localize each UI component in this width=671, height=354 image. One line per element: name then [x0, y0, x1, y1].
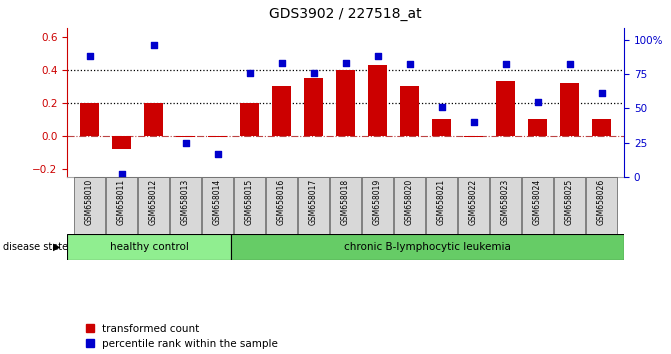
Bar — [208, 136, 227, 137]
Bar — [336, 70, 355, 136]
Text: GSM658025: GSM658025 — [565, 179, 574, 225]
Bar — [395, 177, 425, 234]
Point — [597, 91, 607, 96]
Text: chronic B-lymphocytic leukemia: chronic B-lymphocytic leukemia — [344, 242, 511, 252]
Bar — [528, 119, 548, 136]
Bar — [304, 78, 323, 136]
Text: healthy control: healthy control — [109, 242, 189, 252]
Bar — [112, 136, 131, 149]
Bar — [368, 65, 387, 136]
Bar — [491, 177, 521, 234]
Bar — [74, 177, 105, 234]
Point — [276, 60, 287, 66]
Point — [244, 70, 255, 75]
Text: GSM658019: GSM658019 — [373, 179, 382, 225]
Bar — [592, 119, 611, 136]
Point — [116, 171, 127, 177]
Text: GSM658012: GSM658012 — [149, 179, 158, 225]
Bar — [176, 136, 195, 137]
Bar — [234, 177, 265, 234]
Bar — [522, 177, 553, 234]
Bar — [298, 177, 329, 234]
Bar — [106, 177, 137, 234]
Text: GSM658013: GSM658013 — [181, 179, 190, 225]
Point — [180, 140, 191, 145]
Text: GSM658014: GSM658014 — [213, 179, 222, 225]
Text: GSM658023: GSM658023 — [501, 179, 510, 225]
Bar — [426, 177, 457, 234]
Bar — [586, 177, 617, 234]
Point — [84, 53, 95, 59]
Text: ▶: ▶ — [53, 242, 61, 252]
Bar — [458, 177, 489, 234]
Text: GSM658016: GSM658016 — [277, 179, 286, 225]
Bar — [138, 177, 169, 234]
Bar — [67, 234, 231, 260]
Bar — [202, 177, 233, 234]
Point — [148, 42, 159, 48]
Bar — [496, 81, 515, 136]
Text: GSM658021: GSM658021 — [437, 179, 446, 225]
Text: GSM658024: GSM658024 — [533, 179, 542, 225]
Text: disease state: disease state — [3, 242, 68, 252]
Bar — [170, 177, 201, 234]
Bar — [560, 83, 579, 136]
Point — [468, 119, 479, 125]
Legend: transformed count, percentile rank within the sample: transformed count, percentile rank withi… — [86, 324, 278, 349]
Bar — [362, 177, 393, 234]
Bar — [240, 103, 259, 136]
Point — [372, 53, 383, 59]
Text: GSM658010: GSM658010 — [85, 179, 94, 225]
Bar — [554, 177, 585, 234]
Bar — [432, 119, 451, 136]
Bar — [231, 234, 624, 260]
Point — [532, 99, 543, 104]
Text: GSM658020: GSM658020 — [405, 179, 414, 225]
Point — [212, 151, 223, 156]
Text: GSM658017: GSM658017 — [309, 179, 318, 225]
Text: GSM658026: GSM658026 — [597, 179, 606, 225]
Point — [436, 104, 447, 110]
Bar — [330, 177, 361, 234]
Point — [308, 70, 319, 75]
Text: GSM658015: GSM658015 — [245, 179, 254, 225]
Bar — [464, 136, 483, 137]
Point — [501, 62, 511, 67]
Bar — [400, 86, 419, 136]
Text: GSM658011: GSM658011 — [117, 179, 126, 225]
Text: GSM658022: GSM658022 — [469, 179, 478, 225]
Point — [340, 60, 351, 66]
Bar — [272, 86, 291, 136]
Point — [404, 62, 415, 67]
Bar — [144, 103, 163, 136]
Bar — [80, 103, 99, 136]
Text: GDS3902 / 227518_at: GDS3902 / 227518_at — [269, 7, 422, 21]
Text: GSM658018: GSM658018 — [341, 179, 350, 225]
Point — [564, 62, 575, 67]
Bar — [266, 177, 297, 234]
